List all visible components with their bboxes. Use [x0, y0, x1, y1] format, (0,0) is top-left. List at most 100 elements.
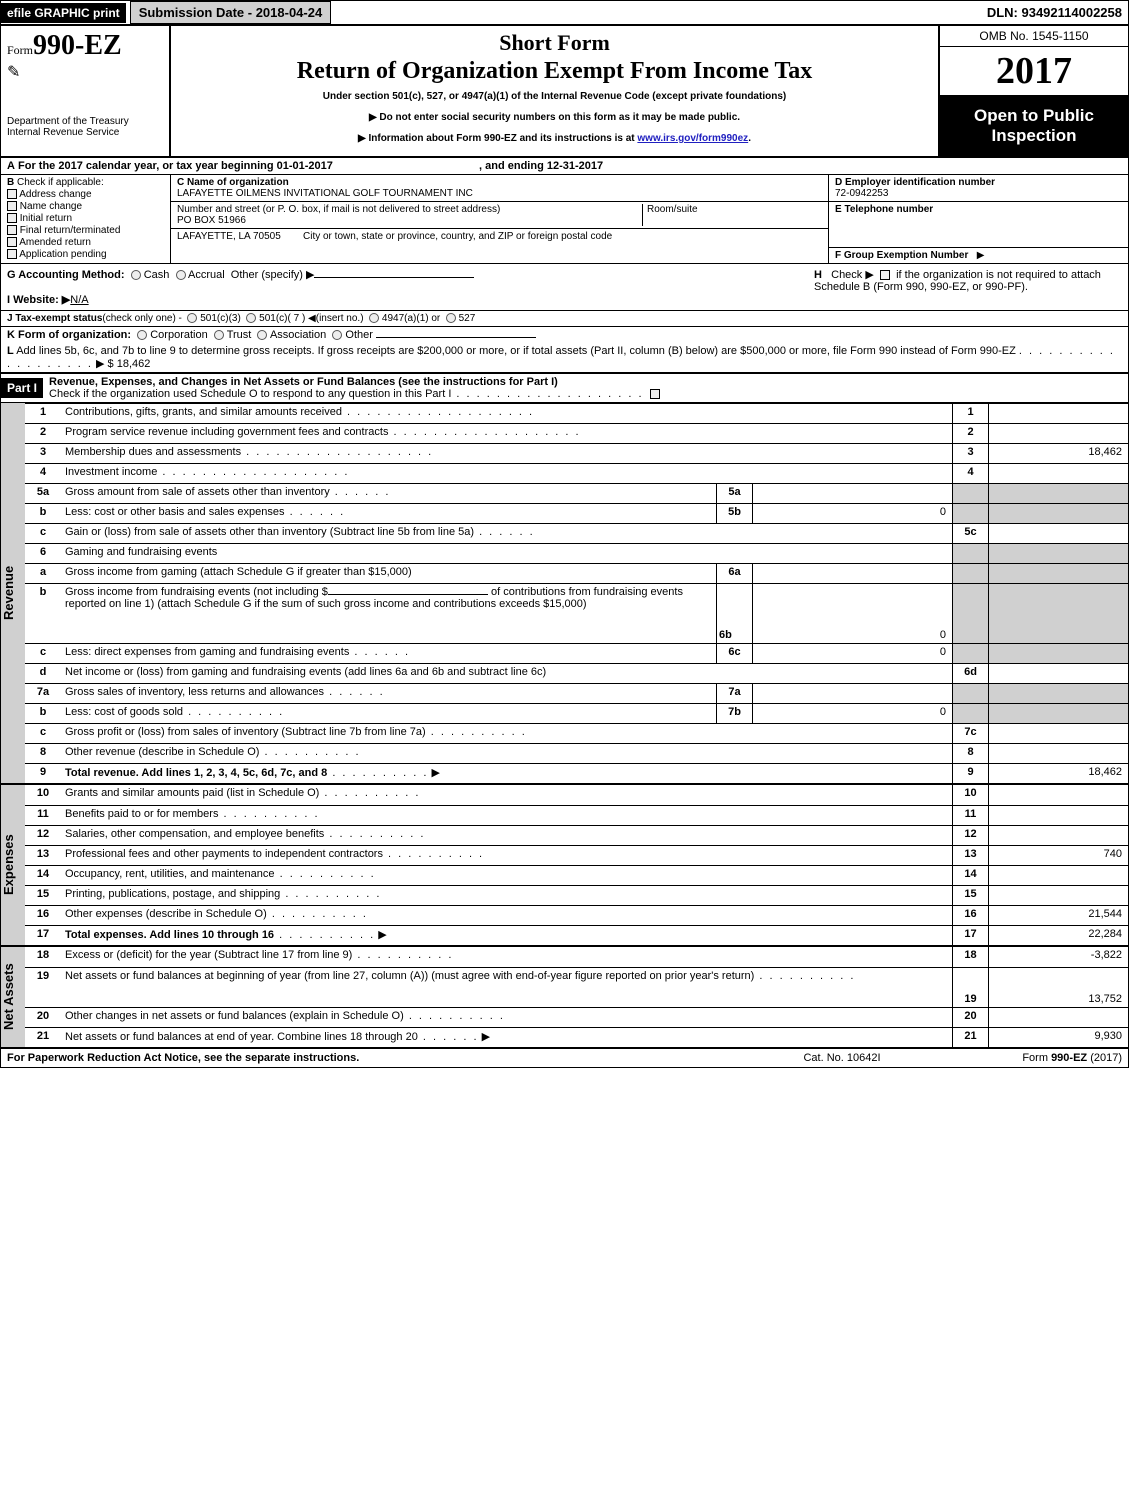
line-6b-input[interactable] [328, 594, 488, 595]
checkbox-application-pending[interactable] [7, 249, 17, 259]
check-if-label: Check if applicable: [17, 177, 104, 188]
label-a: A [7, 160, 15, 172]
gray-cell [988, 544, 1128, 563]
opt-name-change: Name change [20, 201, 82, 212]
page-footer: For Paperwork Reduction Act Notice, see … [1, 1049, 1128, 1067]
opt-other-org: Other [345, 329, 373, 341]
dots-icon [241, 446, 433, 458]
line-7c-no: c [25, 724, 61, 743]
line-6b-no: b [25, 584, 61, 643]
info-line: ▶ Information about Form 990-EZ and its … [179, 133, 930, 144]
part-1-check-text: Check if the organization used Schedule … [49, 388, 451, 400]
checkbox-address-change[interactable] [7, 189, 17, 199]
dots-icon [274, 929, 375, 941]
line-21-no: 21 [25, 1028, 61, 1047]
dln-number: DLN: 93492114002258 [981, 2, 1128, 23]
line-6c-no: c [25, 644, 61, 663]
line-20-desc: Other changes in net assets or fund bala… [65, 1010, 404, 1022]
line-2-no: 2 [25, 424, 61, 443]
gray-cell [952, 684, 988, 703]
line-5b-no: b [25, 504, 61, 523]
org-name-label: C Name of organization [177, 177, 289, 188]
line-17-box: 17 [952, 926, 988, 945]
other-org-input[interactable] [376, 337, 536, 338]
label-i-website: I Website: ▶ [7, 294, 70, 306]
line-5a-no: 5a [25, 484, 61, 503]
line-5b-desc: Less: cost or other basis and sales expe… [65, 506, 285, 518]
department-treasury: Department of the Treasury [7, 116, 163, 127]
street-value: PO BOX 51966 [177, 215, 642, 226]
line-6d: d Net income or (loss) from gaming and f… [25, 663, 1128, 683]
opt-cash: Cash [144, 269, 170, 281]
line-2-box: 2 [952, 424, 988, 443]
label-h: H [814, 269, 822, 281]
line-19-box: 19 [952, 968, 988, 1007]
footer-form-year: (2017) [1087, 1052, 1122, 1064]
gray-cell [952, 504, 988, 523]
gray-cell [952, 644, 988, 663]
line-7c-box: 7c [952, 724, 988, 743]
line-5b-subval: 0 [752, 504, 952, 523]
radio-501c[interactable] [246, 313, 256, 323]
line-8-no: 8 [25, 744, 61, 763]
opt-trust: Trust [227, 329, 252, 341]
opt-final-return: Final return/terminated [20, 225, 121, 236]
radio-other-org[interactable] [332, 330, 342, 340]
footer-cat-no: Cat. No. 10642I [742, 1052, 942, 1064]
line-6b-sub: 6b [716, 584, 752, 643]
org-name-block: C Name of organization LAFAYETTE OILMENS… [171, 175, 828, 202]
line-6-desc: Gaming and fundraising events [61, 544, 952, 563]
line-8-box: 8 [952, 744, 988, 763]
radio-527[interactable] [446, 313, 456, 323]
line-19-no: 19 [25, 968, 61, 1007]
side-label-net-assets: Net Assets [1, 947, 25, 1047]
section-g-accounting: G Accounting Method: Cash Accrual Other … [1, 264, 808, 310]
section-h-schedule-b: H Check ▶ if the organization is not req… [808, 264, 1128, 310]
line-3: 3 Membership dues and assessments 3 18,4… [25, 443, 1128, 463]
line-6d-val [988, 664, 1128, 683]
radio-trust[interactable] [214, 330, 224, 340]
dots-icon [342, 406, 534, 418]
checkbox-initial-return[interactable] [7, 213, 17, 223]
line-3-desc: Membership dues and assessments [65, 446, 241, 458]
radio-cash[interactable] [131, 270, 141, 280]
part-1-header: Part I Revenue, Expenses, and Changes in… [1, 374, 1128, 403]
group-exemption-label: F Group Exemption Number [835, 250, 968, 261]
radio-accrual[interactable] [176, 270, 186, 280]
radio-association[interactable] [257, 330, 267, 340]
line-10-val [988, 785, 1128, 805]
line-20: 20 Other changes in net assets or fund b… [25, 1007, 1128, 1027]
radio-corporation[interactable] [137, 330, 147, 340]
dots-icon [474, 526, 535, 538]
line-18-val: -3,822 [988, 947, 1128, 967]
line-6d-desc: Net income or (loss) from gaming and fun… [61, 664, 952, 683]
radio-501c3[interactable] [187, 313, 197, 323]
expenses-section: Expenses 10 Grants and similar amounts p… [1, 785, 1128, 947]
ssn-warning: ▶ Do not enter social security numbers o… [179, 112, 930, 123]
arrow-icon: ▶ [977, 250, 985, 261]
opt-accrual: Accrual [188, 269, 225, 281]
checkbox-schedule-b[interactable] [880, 270, 890, 280]
line-6c-desc: Less: direct expenses from gaming and fu… [65, 646, 349, 658]
line-2: 2 Program service revenue including gove… [25, 423, 1128, 443]
dots-icon [404, 1010, 505, 1022]
other-specify-input[interactable] [314, 277, 474, 278]
info-link[interactable]: www.irs.gov/form990ez [637, 133, 748, 144]
line-5c-box: 5c [952, 524, 988, 543]
line-7a: 7a Gross sales of inventory, less return… [25, 683, 1128, 703]
checkbox-schedule-o[interactable] [650, 389, 660, 399]
efile-print-button[interactable]: efile GRAPHIC print [1, 3, 126, 23]
checkbox-name-change[interactable] [7, 201, 17, 211]
line-12: 12 Salaries, other compensation, and emp… [25, 825, 1128, 845]
checkbox-final-return[interactable] [7, 225, 17, 235]
radio-4947[interactable] [369, 313, 379, 323]
line-10-box: 10 [952, 785, 988, 805]
form-number-value: 990-EZ [33, 30, 122, 61]
line-20-box: 20 [952, 1008, 988, 1027]
line-16-no: 16 [25, 906, 61, 925]
revenue-section: Revenue 1 Contributions, gifts, grants, … [1, 403, 1128, 785]
dots-icon [275, 868, 376, 880]
checkbox-amended-return[interactable] [7, 237, 17, 247]
line-5c: c Gain or (loss) from sale of assets oth… [25, 523, 1128, 543]
group-exemption-block: F Group Exemption Number ▶ [829, 248, 1128, 263]
